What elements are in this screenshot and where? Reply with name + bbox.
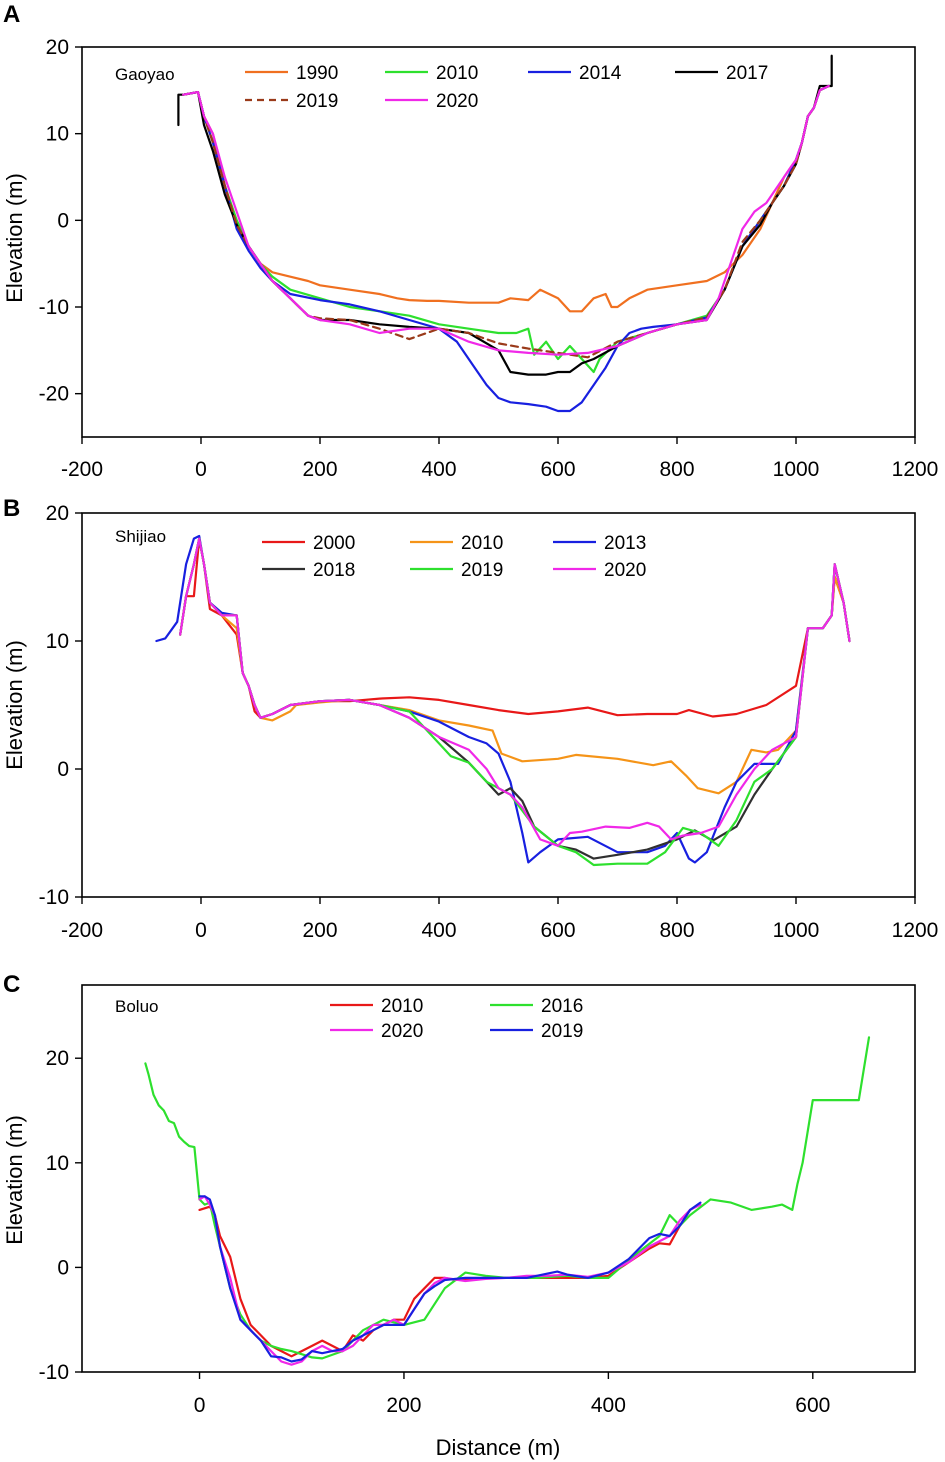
x-tick-label-1200: 1200 [892, 458, 939, 481]
y-tick-label-0: 0 [57, 758, 69, 781]
series-line-2010-c [198, 1205, 692, 1358]
series-line-2018-b [179, 537, 851, 860]
x-tick-label-600: 600 [540, 458, 575, 481]
y-tick-label-10: 10 [46, 630, 69, 653]
y-tick-label-0: 0 [57, 1256, 69, 1279]
legend-label-2010: 2010 [461, 533, 503, 554]
series-line-2019-b [179, 537, 851, 867]
legend-label-2019: 2019 [461, 560, 503, 581]
x-tick-label-0: 0 [194, 1394, 206, 1417]
panel-letter-b: B [3, 495, 20, 522]
legend-label-2010: 2010 [436, 63, 478, 84]
x-tick-label-400: 400 [421, 458, 456, 481]
y-tick-label-20: 20 [46, 502, 69, 525]
y-tick-label--10: -10 [39, 1361, 69, 1384]
legend-label-2000: 2000 [313, 533, 355, 554]
series-line-2017-a [177, 54, 833, 376]
series-line-2019-c [198, 1195, 702, 1363]
panel-b-shijiao: B Elevation (m) Shijiao -200 0 200 400 600 80… [2, 495, 938, 942]
x-tick-label-0: 0 [195, 919, 207, 942]
x-tick-label-200: 200 [386, 1394, 421, 1417]
legend-label-2010: 2010 [381, 996, 423, 1017]
panel-letter-c: C [3, 971, 20, 998]
panel-a-gaoyao: A Elevation (m) Gaoyao -200 0 200 400 600 800… [2, 1, 938, 481]
legend-label-1990: 1990 [296, 63, 338, 84]
legend-label-2013: 2013 [604, 533, 646, 554]
series-line-2019-a [182, 84, 830, 359]
x-tick-label-800: 800 [659, 919, 694, 942]
site-name-a: Gaoyao [115, 65, 175, 84]
legend-label-2020: 2020 [436, 91, 478, 112]
y-axis-title-a: Elevation (m) [2, 173, 27, 303]
x-tick-label-1000: 1000 [773, 458, 820, 481]
legend-label-2019: 2019 [296, 91, 338, 112]
series-line-2016-c [144, 1036, 871, 1360]
series-line-2010-a [182, 84, 830, 374]
y-tick-label-0: 0 [57, 209, 69, 232]
legend-label-2017: 2017 [726, 63, 768, 84]
series-line-2000-b [179, 537, 851, 719]
y-tick-label--10: -10 [39, 296, 69, 319]
plot-frame-a [81, 46, 916, 438]
x-axis-title-c: Distance (m) [436, 1435, 561, 1460]
series-line-2020-a [182, 84, 830, 356]
series-line-2013-b [155, 534, 851, 864]
legend-label-2020: 2020 [381, 1021, 423, 1042]
site-name-b: Shijiao [115, 527, 166, 546]
x-tick-label-0: 0 [195, 458, 207, 481]
x-tick-label-600: 600 [540, 919, 575, 942]
y-tick-label-10: 10 [46, 1152, 69, 1175]
x-tick-label--200: -200 [61, 919, 103, 942]
y-tick-label-20: 20 [46, 1047, 69, 1070]
series-line-2020-b [179, 537, 851, 847]
legend-label-2019: 2019 [541, 1021, 583, 1042]
y-tick-label-20: 20 [46, 36, 69, 59]
panel-c-boluo: C Elevation (m) Boluo Distance (m) 0 200 4… [2, 971, 916, 1460]
panel-letter-a: A [3, 1, 20, 28]
legend-label-2020: 2020 [604, 560, 646, 581]
x-tick-label-1000: 1000 [773, 919, 820, 942]
x-tick-label-800: 800 [659, 458, 694, 481]
series-line-2010-b [179, 537, 851, 795]
y-axis-title-b: Elevation (m) [2, 640, 27, 770]
x-tick-label-400: 400 [591, 1394, 626, 1417]
plot-frame-c [81, 984, 916, 1373]
x-tick-label-1200: 1200 [892, 919, 939, 942]
plot-frame-b [81, 512, 916, 898]
y-tick-label--20: -20 [39, 383, 69, 406]
legend-label-2016: 2016 [541, 996, 583, 1017]
x-tick-label-200: 200 [302, 458, 337, 481]
legend-label-2014: 2014 [579, 63, 622, 84]
y-tick-label--10: -10 [39, 886, 69, 909]
x-tick-label-400: 400 [421, 919, 456, 942]
x-tick-label--200: -200 [61, 458, 103, 481]
site-name-c: Boluo [115, 997, 158, 1016]
x-tick-label-200: 200 [302, 919, 337, 942]
y-tick-label-10: 10 [46, 123, 69, 146]
series-line-1990-a [182, 84, 830, 313]
x-tick-label-600: 600 [795, 1394, 830, 1417]
y-axis-title-c: Elevation (m) [2, 1115, 27, 1245]
legend-label-2018: 2018 [313, 560, 355, 581]
